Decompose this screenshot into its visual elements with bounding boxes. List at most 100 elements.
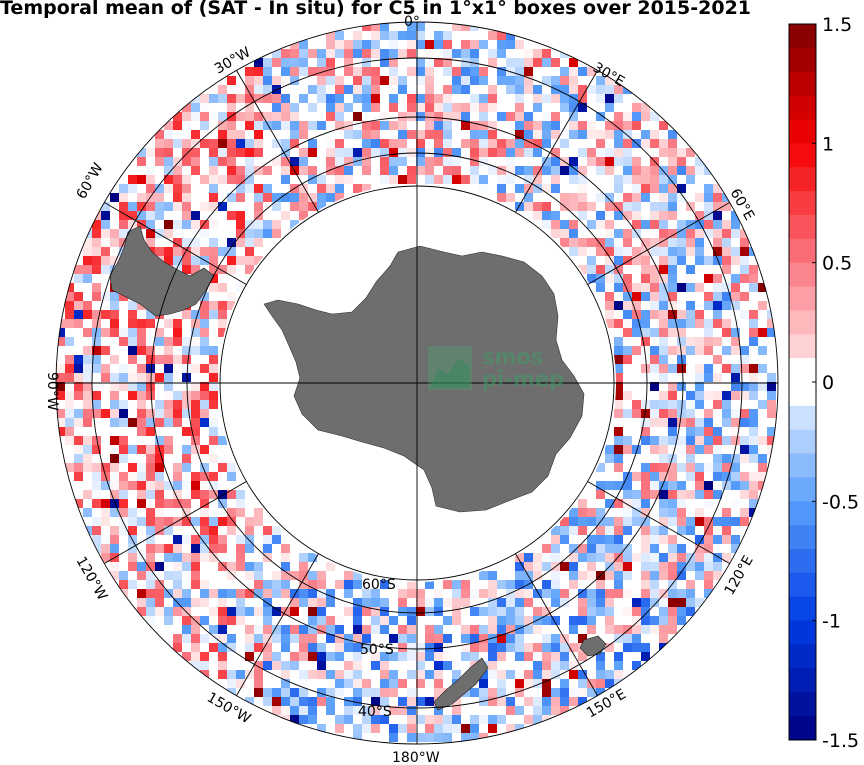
data-cell: [749, 319, 758, 328]
data-cell: [218, 157, 227, 166]
data-cell: [650, 553, 659, 562]
data-cell: [146, 526, 155, 535]
data-cell: [380, 157, 389, 166]
data-cell: [191, 652, 200, 661]
data-cell: [515, 679, 524, 688]
data-cell: [614, 211, 623, 220]
data-cell: [560, 85, 569, 94]
data-cell: [281, 58, 290, 67]
data-cell: [596, 157, 605, 166]
data-cell: [101, 409, 110, 418]
data-cell: [596, 274, 605, 283]
data-cell: [578, 607, 587, 616]
data-cell: [254, 562, 263, 571]
data-cell: [596, 130, 605, 139]
data-cell: [92, 517, 101, 526]
data-cell: [461, 634, 470, 643]
data-cell: [335, 157, 344, 166]
data-cell: [551, 184, 560, 193]
data-cell: [362, 139, 371, 148]
data-cell: [677, 517, 686, 526]
data-cell: [164, 157, 173, 166]
data-cell: [155, 490, 164, 499]
data-cell: [146, 490, 155, 499]
data-cell: [758, 382, 767, 391]
data-cell: [182, 454, 191, 463]
data-cell: [191, 112, 200, 121]
data-cell: [155, 436, 164, 445]
data-cell: [614, 427, 623, 436]
data-cell: [191, 580, 200, 589]
data-cell: [614, 337, 623, 346]
data-cell: [542, 553, 551, 562]
data-cell: [263, 634, 272, 643]
data-cell: [65, 427, 74, 436]
data-cell: [398, 148, 407, 157]
data-cell: [416, 733, 425, 742]
data-cell: [749, 283, 758, 292]
data-cell: [425, 715, 434, 724]
data-cell: [443, 130, 452, 139]
data-cell: [335, 85, 344, 94]
data-cell: [668, 400, 677, 409]
data-cell: [227, 589, 236, 598]
data-cell: [137, 472, 146, 481]
data-cell: [515, 688, 524, 697]
data-cell: [731, 472, 740, 481]
data-cell: [191, 472, 200, 481]
data-cell: [515, 562, 524, 571]
data-cell: [722, 418, 731, 427]
data-cell: [632, 229, 641, 238]
data-cell: [272, 202, 281, 211]
data-cell: [650, 292, 659, 301]
data-cell: [587, 517, 596, 526]
data-cell: [506, 598, 515, 607]
data-cell: [659, 328, 668, 337]
data-cell: [479, 652, 488, 661]
data-cell: [668, 256, 677, 265]
data-cell: [713, 319, 722, 328]
data-cell: [227, 301, 236, 310]
data-cell: [299, 58, 308, 67]
data-cell: [605, 247, 614, 256]
data-cell: [758, 436, 767, 445]
data-cell: [551, 157, 560, 166]
data-cell: [668, 535, 677, 544]
data-cell: [407, 22, 416, 31]
data-cell: [74, 391, 83, 400]
data-cell: [344, 571, 353, 580]
data-cell: [614, 256, 623, 265]
data-cell: [101, 292, 110, 301]
data-cell: [209, 607, 218, 616]
data-cell: [137, 400, 146, 409]
data-cell: [524, 616, 533, 625]
data-cell: [578, 634, 587, 643]
data-cell: [353, 670, 362, 679]
data-cell: [263, 121, 272, 130]
data-cell: [524, 148, 533, 157]
data-cell: [596, 238, 605, 247]
data-cell: [479, 130, 488, 139]
data-cell: [713, 454, 722, 463]
data-cell: [659, 238, 668, 247]
data-cell: [677, 499, 686, 508]
data-cell: [452, 112, 461, 121]
data-cell: [137, 517, 146, 526]
data-cell: [713, 301, 722, 310]
data-cell: [614, 535, 623, 544]
data-cell: [569, 58, 578, 67]
data-cell: [191, 643, 200, 652]
data-cell: [578, 679, 587, 688]
data-cell: [434, 121, 443, 130]
data-cell: [173, 553, 182, 562]
data-cell: [650, 481, 659, 490]
data-cell: [632, 508, 641, 517]
data-cell: [182, 220, 191, 229]
data-cell: [614, 445, 623, 454]
data-cell: [335, 724, 344, 733]
data-cell: [524, 49, 533, 58]
data-cell: [227, 121, 236, 130]
data-cell: [623, 328, 632, 337]
data-cell: [497, 580, 506, 589]
data-cell: [461, 643, 470, 652]
